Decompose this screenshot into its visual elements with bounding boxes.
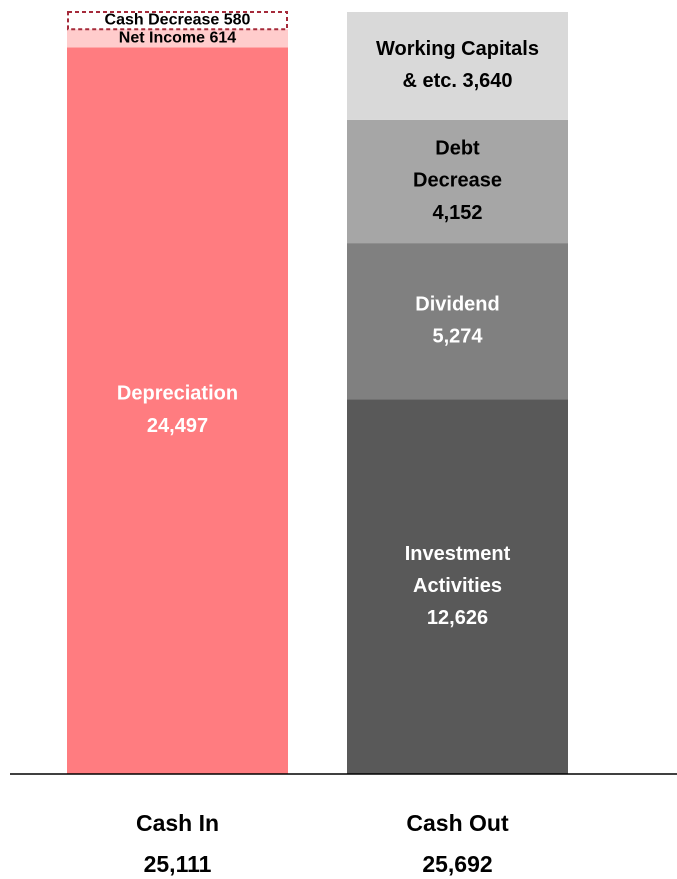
segment-label: Decrease [413, 170, 502, 192]
segment-value: 5,274 [432, 326, 483, 348]
bar-segment [347, 12, 568, 120]
bar-segment [347, 119, 568, 244]
segment-value: 12,626 [427, 607, 488, 629]
segment-name: Debt [435, 138, 480, 160]
segment-value: 580 [224, 12, 251, 29]
segment-label: Debt [435, 138, 480, 160]
segment-name: Activities [413, 575, 502, 597]
segment-name: Net Income [119, 30, 205, 47]
bar-segment [67, 29, 288, 48]
segment-label: Working Capitals [376, 38, 539, 60]
segment-name: & etc. [402, 70, 456, 92]
segment-name: Decrease [413, 170, 502, 192]
bar-segment [67, 47, 288, 774]
segment-value: 614 [210, 30, 237, 47]
category-total: 25,692 [422, 851, 492, 877]
segment-name: Depreciation [117, 383, 238, 405]
segment-label: & etc. 3,640 [402, 70, 512, 92]
segment-label: Activities [413, 575, 502, 597]
category-total: 25,111 [144, 851, 212, 877]
segment-name: Dividend [415, 294, 499, 316]
bar-segment [347, 243, 568, 400]
bar-segment [67, 11, 288, 31]
segment-name: Investment [405, 543, 511, 565]
segment-value: 3,640 [462, 70, 512, 92]
segment-label: Cash Decrease 580 [105, 12, 251, 29]
category-label: Cash Out [406, 810, 509, 836]
segment-label: Dividend [415, 294, 499, 316]
segment-value: 4,152 [432, 202, 482, 224]
segment-value: 24,497 [147, 415, 208, 437]
segment-label: Investment [405, 543, 511, 565]
bar-segment [347, 399, 568, 774]
segment-label: Net Income 614 [119, 30, 237, 47]
segment-name: Working Capitals [376, 38, 539, 60]
segment-label: Depreciation [117, 383, 238, 405]
category-label: Cash In [136, 810, 219, 836]
segment-name: Cash Decrease [105, 12, 220, 29]
